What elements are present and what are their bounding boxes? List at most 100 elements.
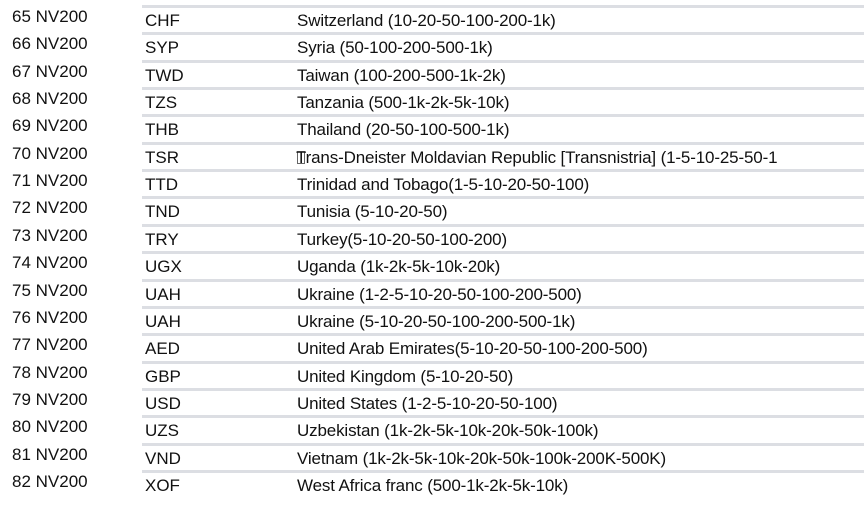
row-divider: [142, 59, 864, 63]
currency-description: United Arab Emirates(5-10-20-50-100-200-…: [297, 339, 648, 359]
table-row: 80 NV200 UZS Uzbekistan (1k-2k-5k-10k-20k-…: [0, 415, 864, 442]
row-id: 81 NV200: [12, 444, 88, 464]
currency-description: Tunisia (5-10-20-50): [297, 202, 448, 222]
currency-code: TND: [145, 202, 180, 222]
description-text: Uganda (1k-2k-5k-10k-20k): [297, 257, 501, 277]
currency-description: Turkey(5-10-20-50-100-200): [297, 230, 507, 250]
currency-code: TTD: [145, 175, 179, 195]
row-divider: [142, 251, 864, 255]
currency-code: CHF: [145, 11, 180, 30]
row-id: 77 NV200: [12, 335, 88, 355]
row-divider: [142, 469, 864, 473]
currency-description: Ukraine (5-10-20-50-100-200-500-1k): [297, 312, 575, 332]
row-divider: [142, 196, 864, 200]
description-text: Taiwan (100-200-500-1k-2k): [297, 65, 506, 85]
row-divider: [142, 333, 864, 337]
description-text: Trinidad and Tobago(1-5-10-20-50-100): [297, 175, 590, 195]
row-id: 67 NV200: [12, 61, 88, 81]
currency-description: Thailand (20-50-100-500-1k): [297, 120, 510, 140]
description-text: United Arab Emirates(5-10-20-50-100-200-…: [297, 339, 648, 359]
table-row: 82 NV200 XOF West Africa franc (500-1k-2k-…: [0, 469, 864, 497]
row-id: 79 NV200: [12, 389, 88, 409]
table-row: 75 NV200 UAH Ukraine (1-2-5-10-20-50-100-2…: [0, 278, 864, 306]
currency-code: SYP: [145, 38, 180, 58]
description-text: Ukraine (5-10-20-50-100-200-500-1k): [297, 311, 576, 331]
table-row: 72 NV200 TND Tunisia (5-10-20-50): [0, 196, 864, 223]
row-divider: [142, 387, 864, 391]
currency-description: Uganda (1k-2k-5k-10k-20k): [297, 257, 500, 277]
row-divider: [142, 442, 864, 446]
row-divider: [142, 360, 864, 364]
row-id: 74 NV200: [12, 253, 88, 273]
currency-description: United States (1-2-5-10-20-50-100): [297, 393, 558, 414]
currency-code: USD: [145, 393, 181, 413]
row-id: 78 NV200: [12, 362, 88, 382]
description-text: Trans-Dneister Moldavian Republic [Trans…: [296, 147, 778, 167]
table-row: 65 NV200 CHF Switzerland (10-20-50-100-200…: [0, 5, 864, 32]
description-text: Tanzania (500-1k-2k-5k-10k): [297, 93, 510, 113]
row-id: 80 NV200: [12, 417, 88, 437]
row-id: 69 NV200: [12, 116, 88, 136]
currency-code: THB: [145, 120, 179, 140]
currency-code: UAH: [145, 284, 181, 304]
row-divider: [142, 114, 864, 118]
currency-description: Switzerland (10-20-50-100-200-1k): [297, 11, 556, 31]
description-text: United States (1-2-5-10-20-50-100): [297, 393, 558, 413]
row-divider: [142, 5, 864, 8]
currency-description: Taiwan (100-200-500-1k-2k): [297, 66, 506, 86]
row-id: 72 NV200: [12, 198, 88, 218]
table-row: 70 NV200 TSR Trans-Dneister Moldavian Repu…: [0, 141, 864, 169]
currency-description: Trans-Dneister Moldavian Republic [Trans…: [296, 147, 778, 168]
currency-description: Syria (50-100-200-500-1k): [297, 38, 493, 58]
currency-code: TRY: [145, 229, 179, 249]
currency-code: TSR: [145, 147, 179, 167]
table-row: 66 NV200 SYP Syria (50-100-200-500-1k): [0, 32, 864, 59]
description-text: Vietnam (1k-2k-5k-10k-20k-50k-100k-200K-…: [297, 448, 667, 468]
currency-code: UZS: [145, 421, 179, 441]
row-id: 71 NV200: [12, 171, 88, 191]
row-divider: [142, 87, 864, 91]
row-divider: [142, 278, 864, 282]
row-divider: [142, 32, 864, 36]
currency-description: Tanzania (500-1k-2k-5k-10k): [297, 93, 509, 113]
table-row: 73 NV200 TRY Turkey(5-10-20-50-100-200): [0, 223, 864, 251]
row-id: 65 NV200: [12, 7, 88, 26]
currency-code: UGX: [145, 257, 182, 277]
table-row: 76 NV200 UAH Ukraine (5-10-20-50-100-200-5…: [0, 305, 864, 333]
currency-code: AED: [145, 339, 180, 359]
table-row: 69 NV200 THB Thailand (20-50-100-500-1k): [0, 114, 864, 141]
table-row: 77 NV200 AED United Arab Emirates(5-10-20-…: [0, 333, 864, 360]
row-divider: [142, 141, 864, 145]
currency-description: Trinidad and Tobago(1-5-10-20-50-100): [297, 175, 589, 195]
description-text: Turkey(5-10-20-50-100-200): [297, 229, 507, 249]
row-id: 73 NV200: [12, 225, 88, 245]
row-id: 70 NV200: [12, 143, 88, 163]
currency-description: United Kingdom (5-10-20-50): [297, 367, 513, 387]
currency-description: Ukraine (1-2-5-10-20-50-100-200-500): [297, 285, 582, 305]
row-id: 68 NV200: [12, 89, 88, 109]
row-id: 66 NV200: [12, 34, 88, 54]
row-divider: [142, 415, 864, 419]
currency-description: Vietnam (1k-2k-5k-10k-20k-50k-100k-200K-…: [297, 449, 666, 469]
row-id: 82 NV200: [12, 471, 88, 491]
currency-description: West Africa franc (500-1k-2k-5k-10k): [297, 476, 568, 496]
description-text: West Africa franc (500-1k-2k-5k-10k): [297, 475, 569, 495]
currency-description: Uzbekistan (1k-2k-5k-10k-20k-50k-100k): [297, 421, 599, 441]
row-id: 76 NV200: [12, 307, 88, 327]
description-text: Syria (50-100-200-500-1k): [297, 38, 493, 58]
table-row: 79 NV200 USD United States (1-2-5-10-20-50…: [0, 387, 864, 415]
row-id: 75 NV200: [12, 280, 88, 300]
currency-code: VND: [145, 448, 181, 468]
description-text: Uzbekistan (1k-2k-5k-10k-20k-50k-100k): [297, 421, 599, 441]
description-text: Thailand (20-50-100-500-1k): [297, 120, 510, 140]
description-text: Ukraine (1-2-5-10-20-50-100-200-500): [297, 284, 582, 304]
table-row: 71 NV200 TTD Trinidad and Tobago(1-5-10-20…: [0, 169, 864, 196]
currency-code: TZS: [145, 93, 178, 113]
currency-code: TWD: [145, 65, 184, 85]
table-row: 81 NV200 VND Vietnam (1k-2k-5k-10k-20k-50k…: [0, 442, 864, 470]
table-row: 67 NV200 TWD Taiwan (100-200-500-1k-2k): [0, 59, 864, 87]
table-row: 68 NV200 TZS Tanzania (500-1k-2k-5k-10k): [0, 87, 864, 114]
description-text: Tunisia (5-10-20-50): [297, 202, 448, 222]
table-row: 74 NV200 UGX Uganda (1k-2k-5k-10k-20k): [0, 251, 864, 278]
description-text: Switzerland (10-20-50-100-200-1k): [297, 11, 556, 30]
